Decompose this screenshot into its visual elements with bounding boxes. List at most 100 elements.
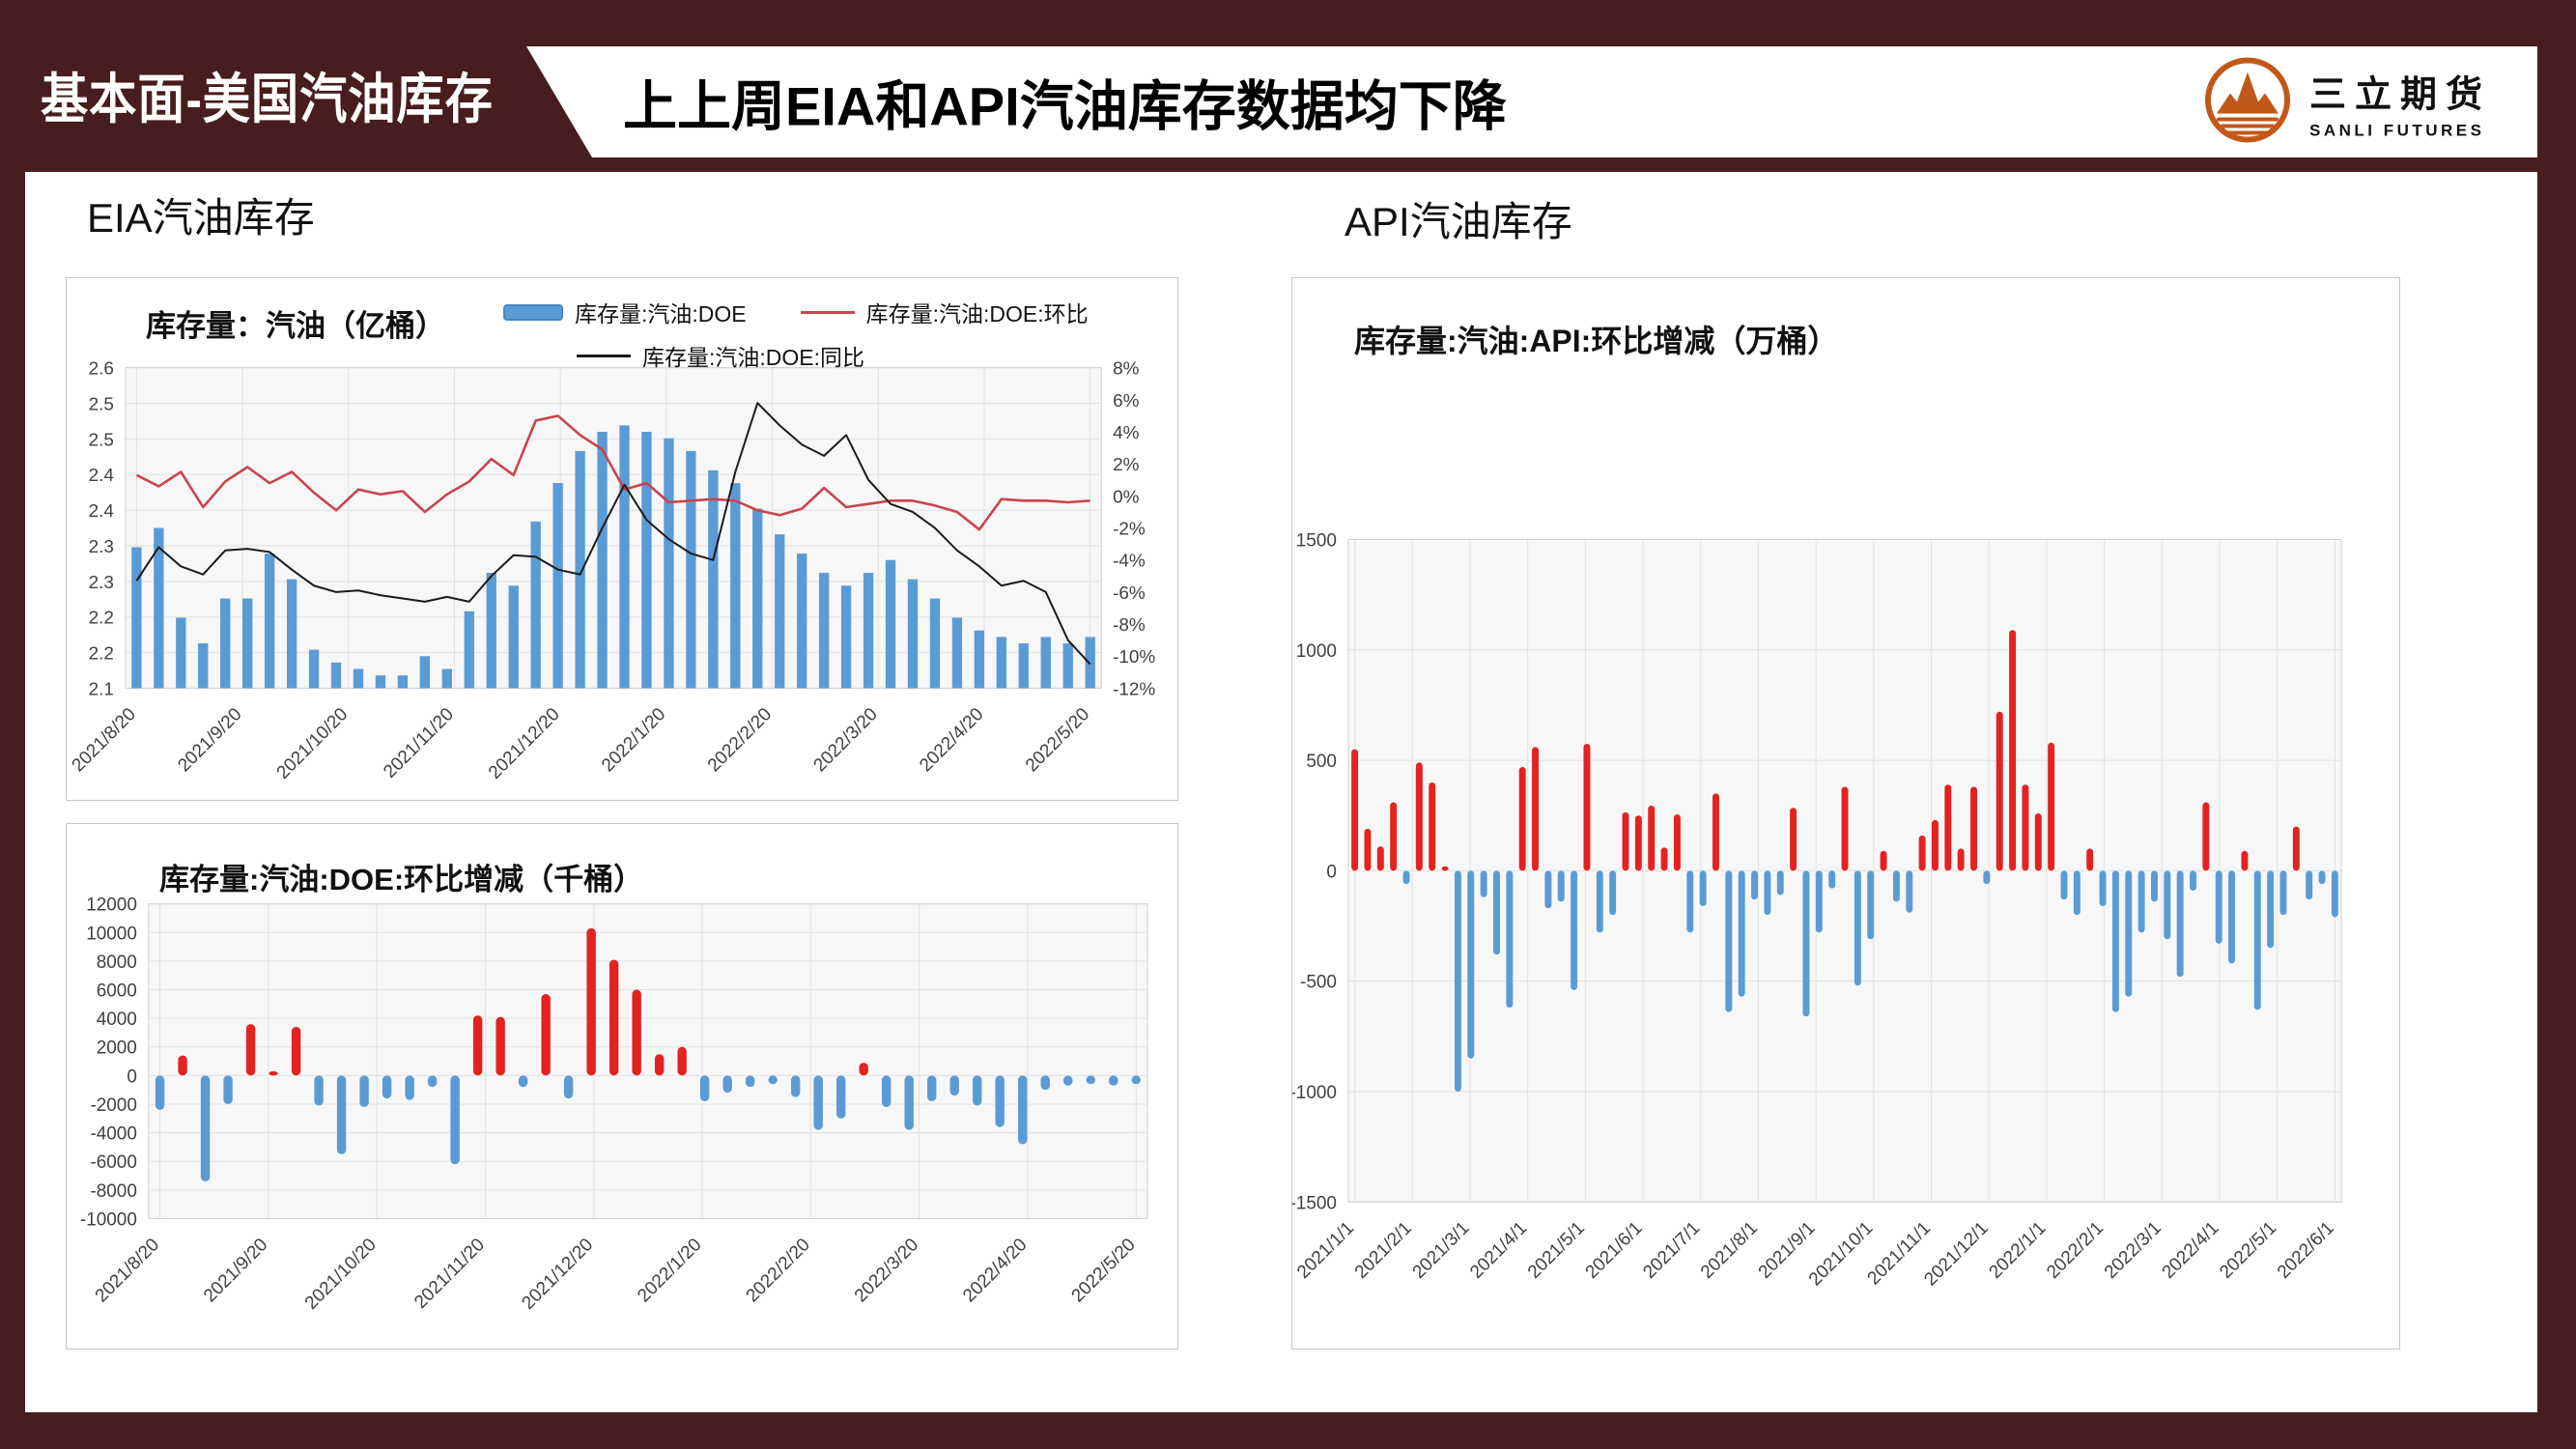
- frame-bottom-bar: [0, 1412, 2576, 1449]
- header-bar: 基本面-美国汽油库存 上上周EIA和API汽油库存数据均下降 三立期货 SANL…: [0, 0, 2576, 172]
- svg-text:2.1: 2.1: [89, 679, 114, 699]
- api-wow-change-panel: 库存量:汽油:API:环比增减（万桶） 1500 1000 500 0 -500 -100…: [1291, 277, 2400, 1350]
- svg-text:2.3: 2.3: [89, 537, 114, 557]
- header-ribbon: 上上周EIA和API汽油库存数据均下降 三立期货 SANLI FUTURES: [526, 46, 2537, 157]
- svg-text:12000: 12000: [86, 895, 137, 916]
- section-title-eia: EIA汽油库存: [87, 195, 315, 241]
- svg-text:4000: 4000: [97, 1009, 137, 1030]
- svg-text:2022/4/20: 2022/4/20: [916, 704, 987, 776]
- svg-text:-2%: -2%: [1113, 520, 1146, 540]
- y-axis-tick-labels: 1500 1000 500 0 -500 -1000 -1500: [1292, 530, 1337, 1213]
- line-series: [135, 414, 1090, 531]
- svg-text:2022/4/1: 2022/4/1: [2159, 1218, 2223, 1283]
- svg-text:10000: 10000: [86, 923, 137, 944]
- svg-text:-6000: -6000: [90, 1152, 136, 1173]
- plot-area: [148, 903, 1147, 1219]
- svg-text:1500: 1500: [1296, 530, 1337, 551]
- section-title-api: API汽油库存: [1345, 199, 1572, 244]
- svg-text:2.6: 2.6: [89, 359, 114, 380]
- svg-text:2021/1/1: 2021/1/1: [1293, 1218, 1358, 1283]
- svg-text:2021/4/1: 2021/4/1: [1466, 1218, 1531, 1283]
- legend-label: 库存量:汽油:DOE: [575, 301, 747, 327]
- legend-bar-swatch-icon: [503, 303, 563, 321]
- legend-item-wow: 库存量:汽油:DOE:环比: [800, 296, 1089, 328]
- svg-text:2022/5/20: 2022/5/20: [1067, 1235, 1139, 1306]
- svg-text:2021/8/20: 2021/8/20: [69, 704, 140, 776]
- svg-text:2021/8/1: 2021/8/1: [1697, 1218, 1762, 1283]
- brand-name-en: SANLI FUTURES: [2308, 121, 2485, 139]
- eia-inventory-chart-title: 库存量：汽油（亿桶）: [146, 309, 445, 343]
- legend-label: 库存量:汽油:DOE:环比: [865, 301, 1089, 327]
- svg-text:2000: 2000: [97, 1038, 137, 1059]
- page-title: 基本面-美国汽油库存: [41, 69, 494, 129]
- svg-text:2021/12/20: 2021/12/20: [485, 704, 564, 783]
- brand: 三立期货 SANLI FUTURES: [2203, 55, 2491, 149]
- frame-left-strip: [0, 0, 25, 1449]
- svg-text:2021/9/20: 2021/9/20: [200, 1235, 271, 1306]
- eia-inventory-chart-canvas: 2.6 2.5 2.5 2.4 2.4 2.3 2.3 2.2 2.2 2.1 8% 6% 4% 2% 0%…: [69, 359, 1156, 783]
- svg-text:2%: 2%: [1113, 455, 1140, 475]
- x-axis-labels: 2021/1/12021/2/12021/3/12021/4/12021/5/1…: [1293, 1218, 2338, 1290]
- svg-text:2022/5/1: 2022/5/1: [2216, 1218, 2280, 1283]
- svg-text:2.4: 2.4: [89, 466, 114, 486]
- frame-right-strip: [2537, 0, 2576, 1449]
- svg-text:8%: 8%: [1113, 359, 1140, 380]
- doe-wow-change-chart-title: 库存量:汽油:DOE:环比增减（千桶）: [159, 863, 644, 896]
- svg-text:2021/10/20: 2021/10/20: [273, 704, 353, 783]
- svg-text:2021/11/20: 2021/11/20: [410, 1235, 489, 1313]
- doe-wow-change-chart-canvas: 12000 10000 8000 6000 4000 2000 0 -2000 -4000 -60…: [80, 895, 1148, 1314]
- svg-text:2021/12/20: 2021/12/20: [518, 1235, 597, 1314]
- svg-text:2021/10/20: 2021/10/20: [301, 1235, 381, 1314]
- x-axis-labels: 2021/8/20 2021/9/20 2021/10/20 2021/11/20 20…: [92, 1235, 1140, 1314]
- svg-text:4%: 4%: [1113, 423, 1140, 443]
- doe-wow-change-panel: 库存量:汽油:DOE:环比增减（千桶） 12000 10000 8000 6000 40…: [66, 823, 1178, 1350]
- svg-text:2021/9/20: 2021/9/20: [174, 704, 245, 776]
- x-axis-labels: 2021/8/20 2021/9/20 2021/10/20 2021/11/20 20…: [69, 704, 1094, 783]
- brand-name-cn: 三立期货: [2308, 74, 2491, 115]
- svg-text:2021/7/1: 2021/7/1: [1639, 1218, 1704, 1283]
- svg-text:2021/6/1: 2021/6/1: [1582, 1218, 1647, 1283]
- legend-row: 库存量:汽油:DOE:同比: [577, 339, 1089, 372]
- legend-black-line-swatch-icon: [577, 354, 631, 357]
- grid-vertical: [159, 903, 1137, 1219]
- svg-text:2021/10/1: 2021/10/1: [1805, 1218, 1877, 1290]
- legend-label: 库存量:汽油:DOE:同比: [642, 345, 865, 370]
- svg-text:-2000: -2000: [90, 1095, 136, 1116]
- svg-text:2021/3/1: 2021/3/1: [1409, 1218, 1474, 1283]
- eia-inventory-panel: 库存量：汽油（亿桶） 库存量:汽油:DOE 库存量:汽油:DOE:环比 库存量:…: [66, 277, 1178, 801]
- svg-text:-8%: -8%: [1113, 615, 1146, 636]
- api-wow-change-chart-title: 库存量:汽油:API:环比增减（万桶）: [1354, 324, 1839, 358]
- svg-text:2022/3/20: 2022/3/20: [851, 1235, 922, 1306]
- svg-text:2022/1/20: 2022/1/20: [634, 1235, 705, 1306]
- svg-text:2022/2/1: 2022/2/1: [2043, 1218, 2108, 1283]
- svg-text:2022/2/20: 2022/2/20: [704, 704, 776, 776]
- svg-text:-10%: -10%: [1113, 647, 1155, 668]
- svg-text:6%: 6%: [1113, 391, 1140, 412]
- plot-border: [1347, 539, 2342, 1203]
- svg-text:2021/5/1: 2021/5/1: [1524, 1218, 1589, 1283]
- svg-text:500: 500: [1306, 752, 1337, 772]
- svg-text:8000: 8000: [97, 952, 137, 973]
- svg-text:2022/3/20: 2022/3/20: [809, 704, 881, 776]
- svg-text:2022/1/20: 2022/1/20: [598, 704, 669, 776]
- sanli-logo-icon: [2203, 55, 2292, 149]
- y-axis-tick-labels: 12000 10000 8000 6000 4000 2000 0 -2000 -4000 -60…: [80, 895, 137, 1231]
- svg-text:2022/5/20: 2022/5/20: [1022, 704, 1093, 776]
- api-wow-change-chart-canvas: 1500 1000 500 0 -500 -1000 -1500 2021/1/12021/2…: [1292, 530, 2342, 1290]
- legend-item-yoy: 库存量:汽油:DOE:同比: [577, 339, 864, 372]
- svg-text:2.4: 2.4: [89, 501, 114, 522]
- svg-text:2022/1/1: 2022/1/1: [1985, 1218, 2050, 1283]
- headline: 上上周EIA和API汽油库存数据均下降: [623, 75, 1507, 136]
- svg-text:-10000: -10000: [80, 1209, 137, 1230]
- line-series: [135, 402, 1091, 666]
- svg-text:2021/12/1: 2021/12/1: [1920, 1218, 1992, 1290]
- svg-text:-1500: -1500: [1292, 1193, 1337, 1213]
- svg-text:2022/2/20: 2022/2/20: [743, 1235, 814, 1306]
- plot-border: [148, 903, 1148, 1219]
- svg-text:2022/4/20: 2022/4/20: [959, 1235, 1031, 1306]
- svg-text:-1000: -1000: [1292, 1083, 1337, 1103]
- legend-item-doe: 库存量:汽油:DOE: [503, 296, 747, 328]
- svg-text:2.2: 2.2: [89, 644, 114, 665]
- svg-text:2.5: 2.5: [89, 394, 114, 414]
